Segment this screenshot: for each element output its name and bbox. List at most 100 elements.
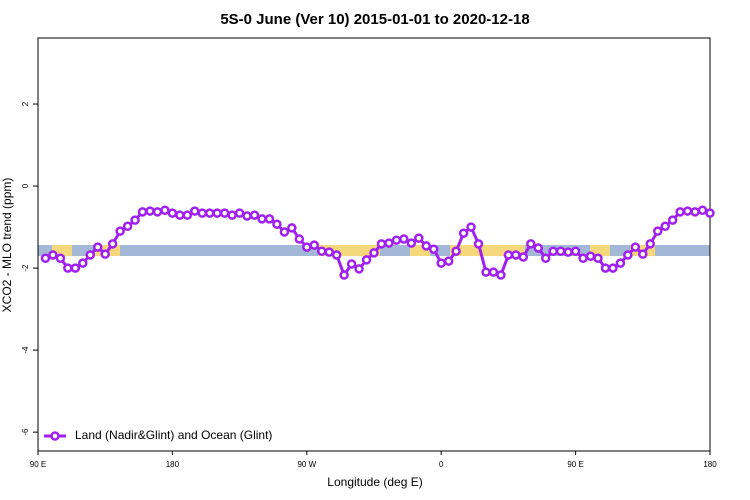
point — [92, 242, 103, 252]
point — [578, 253, 588, 263]
point — [697, 205, 708, 216]
point — [421, 241, 432, 251]
plot-frame — [37, 37, 711, 452]
point — [443, 256, 454, 266]
point — [40, 253, 51, 263]
point — [197, 208, 208, 218]
point — [279, 227, 290, 237]
point — [175, 210, 185, 220]
point — [630, 242, 641, 252]
point — [451, 246, 461, 257]
point — [339, 270, 349, 280]
point — [182, 210, 193, 220]
legend-label: Land (Nadir&Glint) and Ocean (Glint) — [75, 428, 272, 442]
x-tick-label: 90 E — [567, 460, 583, 469]
point — [391, 235, 402, 245]
point — [585, 251, 596, 261]
point — [473, 239, 484, 249]
x-tick-label: 180 — [166, 460, 180, 469]
point — [638, 249, 648, 259]
point — [384, 238, 394, 248]
point — [78, 258, 88, 268]
point — [526, 239, 536, 249]
point — [645, 239, 656, 249]
point — [600, 263, 611, 273]
point — [160, 205, 170, 216]
point — [145, 206, 155, 216]
point — [324, 247, 334, 257]
point — [369, 248, 379, 258]
point — [264, 214, 275, 224]
point — [272, 219, 282, 229]
point — [615, 258, 626, 268]
y-tick-label: -4 — [21, 346, 30, 354]
y-tick-label: 0 — [21, 183, 30, 188]
point — [249, 210, 260, 220]
point — [563, 247, 573, 257]
point — [481, 267, 491, 277]
point — [623, 250, 633, 260]
point — [316, 246, 327, 257]
x-tick-label: 90 E — [30, 460, 46, 469]
point — [540, 253, 551, 263]
x-tick-label: 0 — [439, 460, 444, 469]
point — [100, 249, 110, 259]
point — [533, 243, 544, 253]
x-tick-label: 180 — [703, 460, 717, 469]
point — [376, 239, 387, 249]
point — [675, 207, 685, 217]
point — [331, 250, 342, 260]
point — [137, 207, 148, 217]
point — [70, 263, 81, 273]
x-axis-label: Longitude (deg E) — [327, 475, 422, 489]
point — [593, 253, 603, 263]
y-tick-label: -2 — [21, 264, 30, 272]
point — [294, 234, 305, 244]
point — [608, 263, 618, 273]
point — [458, 228, 469, 238]
point — [48, 250, 58, 260]
point — [190, 206, 200, 216]
point — [219, 208, 230, 218]
point — [406, 238, 417, 248]
point — [511, 250, 521, 260]
point — [414, 233, 424, 243]
point — [399, 234, 409, 244]
point — [152, 207, 163, 217]
y-tick-label: 2 — [21, 101, 30, 106]
point — [496, 270, 506, 280]
point — [682, 206, 693, 216]
point — [346, 259, 357, 269]
y-axis-label: XCO2 - MLO trend (ppm) — [0, 178, 14, 313]
point — [503, 250, 514, 260]
point — [257, 214, 267, 224]
point — [705, 208, 715, 218]
point — [287, 223, 297, 233]
point — [354, 264, 364, 274]
point — [690, 207, 700, 217]
point — [660, 221, 670, 231]
y-tick-label: -6 — [21, 428, 30, 436]
point — [428, 244, 439, 254]
point — [85, 250, 96, 260]
point — [436, 258, 446, 268]
point — [488, 267, 499, 277]
point — [302, 242, 312, 252]
point — [204, 208, 215, 218]
point — [548, 246, 558, 257]
point — [55, 253, 66, 263]
point — [518, 252, 529, 262]
point — [234, 208, 245, 218]
point — [555, 246, 566, 257]
legend-marker — [50, 431, 60, 441]
point — [667, 215, 678, 225]
point — [361, 255, 372, 265]
point — [227, 210, 237, 220]
point — [63, 263, 73, 273]
point — [107, 239, 118, 249]
point — [212, 208, 222, 218]
point — [466, 222, 476, 232]
point — [570, 246, 581, 257]
point — [115, 226, 125, 236]
